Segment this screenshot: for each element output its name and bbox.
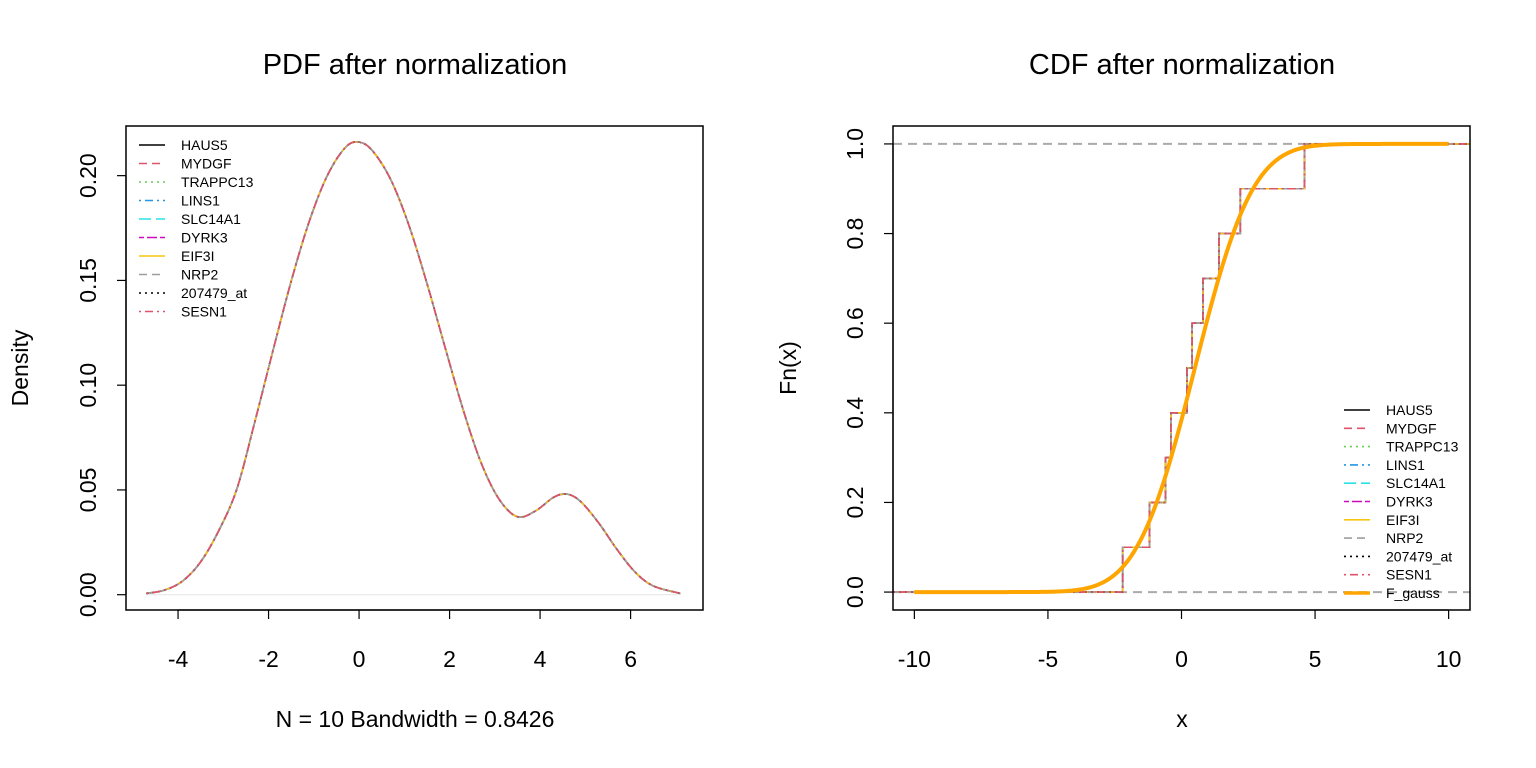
- cdf-legend-item-trappc13: TRAPPC13: [1344, 439, 1459, 455]
- cdf-series-slc14a1: [893, 143, 1470, 593]
- cdf-y-tick-label: 0.2: [842, 486, 868, 518]
- cdf-panel: CDF after normalization x Fn(x) -10 -5 0 5 1…: [775, 49, 1471, 732]
- pdf-legend-label-lins1: LINS1: [181, 193, 220, 209]
- pdf-x-tick-label: 4: [534, 646, 547, 672]
- pdf-legend-item-207479-at: 207479_at: [139, 285, 247, 301]
- cdf-legend-item-nrp2: NRP2: [1344, 530, 1424, 546]
- cdf-legend-label-eif3i: EIF3I: [1386, 512, 1419, 528]
- cdf-y-tick-label: 0.0: [842, 576, 868, 608]
- pdf-legend-label-eif3i: EIF3I: [181, 248, 214, 264]
- pdf-y-tick-label: 0.00: [75, 572, 101, 617]
- cdf-series-haus5: [893, 143, 1470, 593]
- cdf-title: CDF after normalization: [1029, 49, 1335, 81]
- cdf-series-eif3i: [893, 143, 1470, 593]
- cdf-axes: -10 -5 0 5 10 0.0 0.2 0.4 0.6 0.8 1.0: [842, 128, 1461, 672]
- cdf-y-tick-label: 0.8: [842, 218, 868, 250]
- pdf-x-tick-label: 6: [624, 646, 637, 672]
- pdf-panel: PDF after normalization N = 10 Bandwidth…: [7, 49, 704, 732]
- cdf-y-axis-title: Fn(x): [775, 341, 801, 395]
- pdf-legend-label-trappc13: TRAPPC13: [181, 174, 254, 190]
- cdf-legend-item-sesn1: SESN1: [1344, 567, 1432, 583]
- cdf-legend-label-lins1: LINS1: [1386, 457, 1425, 473]
- pdf-title: PDF after normalization: [263, 49, 568, 81]
- pdf-legend-item-eif3i: EIF3I: [139, 248, 214, 264]
- cdf-x-tick-label: -5: [1038, 646, 1058, 672]
- cdf-legend-label-trappc13: TRAPPC13: [1386, 439, 1459, 455]
- cdf-legend-item-slc14a1: SLC14A1: [1344, 475, 1446, 491]
- cdf-legend-label-haus5: HAUS5: [1386, 402, 1433, 418]
- pdf-legend-item-slc14a1: SLC14A1: [139, 211, 241, 227]
- cdf-series-sesn1: [893, 143, 1470, 593]
- pdf-legend-item-nrp2: NRP2: [139, 267, 219, 283]
- cdf-legend-label-f-gauss: F_gauss: [1386, 585, 1440, 601]
- pdf-legend-item-lins1: LINS1: [139, 193, 220, 209]
- cdf-legend-item-f-gauss: F_gauss: [1344, 585, 1440, 601]
- cdf-legend-item-lins1: LINS1: [1344, 457, 1425, 473]
- pdf-x-tick-label: 0: [353, 646, 366, 672]
- cdf-legend-item-mydgf: MYDGF: [1344, 420, 1437, 436]
- cdf-x-tick-label: 5: [1309, 646, 1322, 672]
- cdf-y-tick-label: 0.6: [842, 307, 868, 339]
- cdf-series-lins1: [893, 143, 1470, 593]
- cdf-legend-label-slc14a1: SLC14A1: [1386, 475, 1446, 491]
- cdf-y-tick-label: 1.0: [842, 128, 868, 160]
- pdf-legend-label-mydgf: MYDGF: [181, 156, 232, 172]
- cdf-legend-label-dyrk3: DYRK3: [1386, 494, 1433, 510]
- pdf-legend-label-slc14a1: SLC14A1: [181, 211, 241, 227]
- cdf-legend-label-nrp2: NRP2: [1386, 530, 1424, 546]
- pdf-legend-label-haus5: HAUS5: [181, 137, 228, 153]
- cdf-legend-item-haus5: HAUS5: [1344, 402, 1433, 418]
- cdf-y-tick-label: 0.4: [842, 397, 868, 429]
- pdf-legend-item-sesn1: SESN1: [139, 304, 227, 320]
- pdf-y-tick-label: 0.15: [75, 258, 101, 303]
- cdf-series-nrp2: [893, 143, 1470, 593]
- cdf-plot-frame: [892, 125, 1471, 611]
- pdf-legend: HAUS5 MYDGF TRAPPC13 LINS1 SLC14A1 DYRK3 EIF3I…: [139, 137, 254, 320]
- cdf-x-axis-title: x: [1176, 706, 1188, 732]
- cdf-plot-area: [893, 141, 1470, 595]
- cdf-series-dyrk3: [893, 143, 1470, 593]
- pdf-axes: -4 -2 0 2 4 6 0.00 0.05 0.10 0.15 0.20: [75, 153, 637, 672]
- pdf-legend-label-dyrk3: DYRK3: [181, 230, 228, 246]
- pdf-plot-area: [146, 141, 681, 596]
- cdf-series-trappc13: [893, 143, 1470, 593]
- pdf-x-tick-label: 2: [443, 646, 456, 672]
- cdf-x-tick-label: 0: [1175, 646, 1188, 672]
- pdf-legend-item-mydgf: MYDGF: [139, 156, 232, 172]
- pdf-x-tick-label: -2: [258, 646, 278, 672]
- pdf-series-sesn1: [146, 141, 681, 595]
- cdf-legend-label-sesn1: SESN1: [1386, 567, 1432, 583]
- pdf-legend-item-dyrk3: DYRK3: [139, 230, 228, 246]
- cdf-legend-item-eif3i: EIF3I: [1344, 512, 1419, 528]
- pdf-legend-label-207479-at: 207479_at: [181, 285, 247, 301]
- cdf-legend-item-207479-at: 207479_at: [1344, 548, 1452, 564]
- pdf-y-tick-label: 0.05: [75, 468, 101, 513]
- pdf-y-axis-title: Density: [7, 329, 33, 406]
- cdf-series-207479-at: [893, 143, 1470, 593]
- cdf-legend: HAUS5 MYDGF TRAPPC13 LINS1 SLC14A1 DYRK3 EIF3I…: [1344, 402, 1459, 601]
- cdf-legend-label-mydgf: MYDGF: [1386, 420, 1437, 436]
- pdf-legend-item-trappc13: TRAPPC13: [139, 174, 254, 190]
- pdf-legend-item-haus5: HAUS5: [139, 137, 228, 153]
- pdf-x-tick-label: -4: [168, 646, 189, 672]
- cdf-series-mydgf: [893, 143, 1470, 593]
- cdf-series-f-gauss: [914, 141, 1449, 595]
- pdf-y-tick-label: 0.20: [75, 153, 101, 198]
- pdf-legend-label-nrp2: NRP2: [181, 267, 219, 283]
- cdf-x-tick-label: -10: [898, 646, 931, 672]
- pdf-legend-label-sesn1: SESN1: [181, 304, 227, 320]
- cdf-legend-label-207479-at: 207479_at: [1386, 548, 1452, 564]
- cdf-legend-item-dyrk3: DYRK3: [1344, 494, 1433, 510]
- pdf-y-tick-label: 0.10: [75, 363, 101, 408]
- pdf-x-axis-title: N = 10 Bandwidth = 0.8426: [276, 706, 555, 732]
- cdf-x-tick-label: 10: [1436, 646, 1462, 672]
